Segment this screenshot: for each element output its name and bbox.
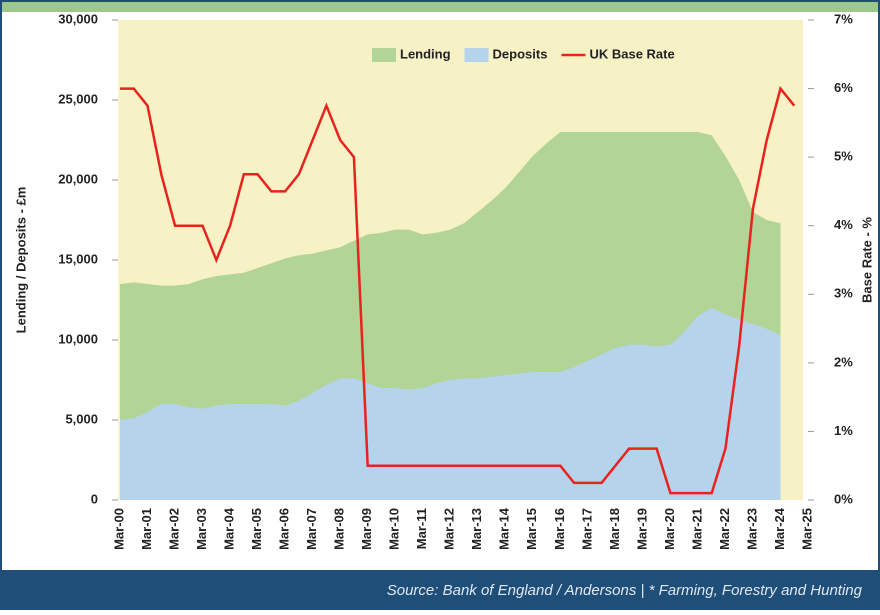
y-tick-label: 20,000	[58, 171, 98, 186]
x-tick-label: Mar-09	[359, 508, 374, 550]
x-tick-label: Mar-14	[497, 507, 512, 550]
y2-tick-label: 1%	[834, 423, 853, 438]
legend-label: UK Base Rate	[589, 46, 674, 61]
source-note: Source: Bank of England / Andersons | * …	[387, 582, 863, 599]
legend-label: Lending	[400, 46, 451, 61]
x-tick-label: Mar-00	[111, 508, 126, 550]
y2-axis-title: Base Rate - %	[859, 217, 874, 303]
x-tick-label: Mar-15	[524, 508, 539, 550]
y2-tick-label: 4%	[834, 217, 853, 232]
x-tick-label: Mar-19	[634, 508, 649, 550]
y-tick-label: 0	[91, 491, 98, 506]
x-tick-label: Mar-23	[744, 508, 759, 550]
x-tick-label: Mar-03	[194, 508, 209, 550]
x-tick-label: Mar-17	[579, 508, 594, 550]
x-tick-label: Mar-07	[304, 508, 319, 550]
x-tick-label: Mar-22	[717, 508, 732, 550]
x-tick-label: Mar-10	[387, 508, 402, 550]
x-tick-label: Mar-11	[414, 508, 429, 549]
y-tick-label: 5,000	[65, 411, 98, 426]
y2-tick-label: 0%	[834, 491, 853, 506]
y2-tick-label: 7%	[834, 11, 853, 26]
y2-tick-label: 2%	[834, 354, 853, 369]
x-tick-label: Mar-21	[689, 508, 704, 550]
y-tick-label: 10,000	[58, 331, 98, 346]
x-tick-label: Mar-18	[607, 508, 622, 550]
x-tick-label: Mar-16	[552, 508, 567, 550]
area	[120, 308, 781, 500]
x-tick-label: Mar-24	[772, 507, 787, 550]
line	[120, 85, 796, 495]
x-tick-label: Mar-25	[799, 508, 814, 550]
y2-tick-label: 5%	[834, 149, 853, 164]
x-tick-label: Mar-06	[277, 508, 292, 550]
x-tick-label: Mar-20	[662, 508, 677, 550]
y2-tick-label: 3%	[834, 286, 853, 301]
x-tick-label: Mar-02	[166, 508, 181, 550]
y2-tick-label: 6%	[834, 80, 853, 95]
x-tick-label: Mar-04	[222, 507, 237, 550]
x-tick-label: Mar-13	[469, 508, 484, 550]
y-tick-label: 30,000	[58, 11, 98, 26]
x-tick-label: Mar-01	[139, 508, 154, 550]
y-tick-label: 25,000	[58, 91, 98, 106]
y-axis-title: Lending / Deposits - £m	[13, 187, 28, 334]
x-tick-label: Mar-05	[249, 508, 264, 550]
top-band	[0, 0, 880, 12]
legend-swatch	[464, 48, 489, 62]
legend-label: Deposits	[493, 46, 548, 61]
y-tick-label: 15,000	[58, 251, 98, 266]
legend-swatch	[372, 48, 396, 62]
x-tick-label: Mar-12	[442, 508, 457, 550]
x-tick-label: Mar-08	[332, 508, 347, 550]
footer	[0, 570, 880, 610]
